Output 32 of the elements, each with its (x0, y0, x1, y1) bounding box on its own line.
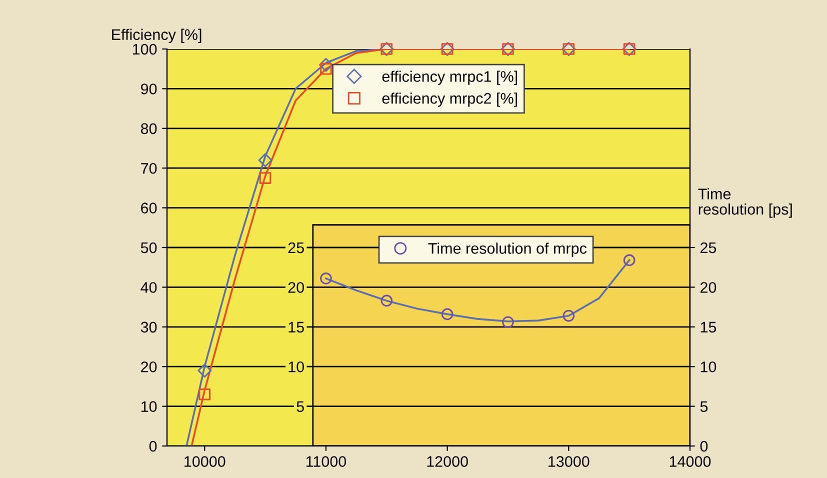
y-tick-label: 90 (141, 84, 157, 94)
y2-tick-label: 25 (700, 242, 716, 254)
y-tick-label: 20 (141, 361, 157, 372)
y-tick-label: 50 (140, 242, 157, 254)
x-tick-label: 14000 (670, 456, 711, 467)
y-tick-label: 80 (140, 123, 157, 134)
x-tick-label: 13000 (548, 456, 590, 467)
y2-tick-label: 20 (700, 282, 716, 293)
y3-tick-label: 10 (288, 361, 304, 372)
y2-tick-label: 5 (700, 401, 708, 412)
y3-tick-label: 25 (288, 242, 304, 254)
y-tick-label: 10 (141, 401, 157, 412)
legend-label: efficiency mrpc2 [%] (382, 92, 518, 107)
y3-tick-label: 5 (296, 401, 304, 412)
y-tick-label: 100 (132, 44, 157, 55)
y2-tick-label: 15 (700, 322, 716, 333)
y-tick-label: 0 (149, 440, 157, 452)
legend-label: Time resolution of mrpc (428, 242, 587, 257)
x-tick-label: 12000 (427, 456, 468, 467)
x-tick-label: 11000 (306, 456, 346, 467)
y2-tick-label: 0 (700, 440, 708, 452)
y-tick-label: 30 (140, 322, 157, 333)
legend-label: efficiency mrpc1 [%] (382, 70, 518, 85)
y3-tick-label: 15 (288, 322, 304, 333)
y-tick-label: 40 (140, 282, 157, 293)
y-axis-title: Efficiency [%] (112, 28, 202, 44)
y-tick-label: 70 (141, 162, 157, 174)
y2-axis-title: Time resolution [ps] (698, 188, 792, 218)
y-tick-label: 60 (141, 202, 157, 214)
y3-tick-label: 20 (288, 282, 304, 293)
y2-tick-label: 10 (700, 361, 716, 372)
x-tick-label: 10000 (184, 456, 226, 467)
